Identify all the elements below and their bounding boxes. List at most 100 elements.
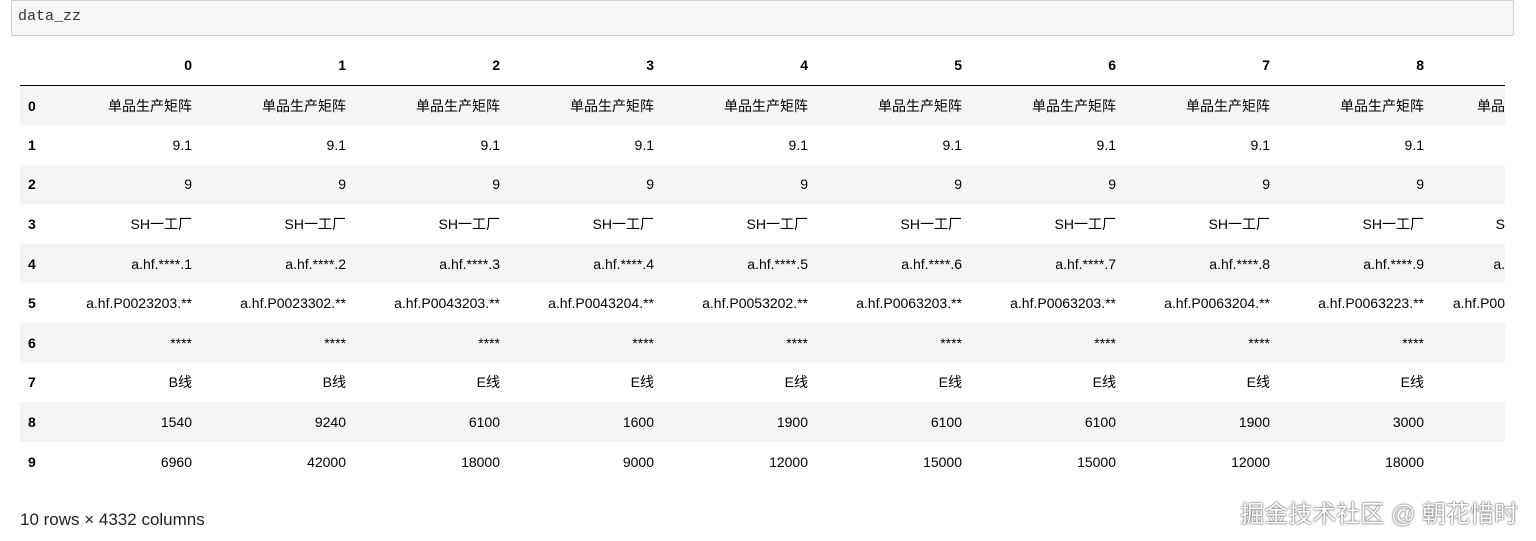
- table-cell: E线: [1400, 374, 1424, 391]
- table-cell: 9: [1108, 176, 1116, 193]
- table-cell: 9: [800, 176, 808, 193]
- table-cell: 9: [646, 176, 654, 193]
- row-index: 7: [28, 374, 36, 391]
- table-cell: B线: [168, 374, 192, 391]
- table-cell: SH一工厂: [900, 216, 962, 233]
- index-header: [20, 45, 44, 86]
- column-header: 5: [814, 45, 968, 86]
- table-cell: 18000: [461, 453, 500, 470]
- table-cell: a.hf.P00: [1452, 295, 1505, 312]
- table-cell: 单品生产矩阵: [570, 97, 654, 114]
- row-index: 9: [28, 453, 36, 470]
- table-cell: ****: [1402, 334, 1424, 351]
- table-cell: a.hf.P0063204.**: [1164, 295, 1270, 312]
- column-header: 1: [198, 45, 352, 86]
- row-index: 0: [28, 97, 36, 114]
- table-cell: 9: [184, 176, 192, 193]
- table-cell: a.hf.P0023203.**: [86, 295, 192, 312]
- table-row: 2 9 9 9 9 9 9 9 9 9: [20, 164, 1505, 205]
- table-cell: [1430, 125, 1505, 165]
- table-cell: 9.1: [172, 136, 192, 153]
- table-cell: 单品生产矩阵: [878, 97, 962, 114]
- table-cell: ****: [632, 334, 654, 351]
- table-cell: 9.1: [634, 136, 654, 153]
- table-cell: E线: [1092, 374, 1116, 391]
- table-cell: 单品生产矩阵: [724, 97, 808, 114]
- table-cell: ****: [324, 334, 346, 351]
- table-cell: a.hf.P0043203.**: [394, 295, 500, 312]
- table-cell: E线: [784, 374, 808, 391]
- table-cell: 6100: [468, 414, 500, 431]
- table-cell: a.hf.P0063203.**: [856, 295, 962, 312]
- table-cell: 9: [492, 176, 500, 193]
- table-row: 4 a.hf.****.1 a.hf.****.2 a.hf.****.3 a.hf.*…: [20, 243, 1505, 284]
- table-cell: SH一工厂: [284, 216, 346, 233]
- table-cell: a.hf.****.8: [1209, 255, 1270, 272]
- table-cell: a.hf.****.7: [1055, 255, 1116, 272]
- table-cell: 9.1: [1096, 136, 1116, 153]
- table-cell: SH一工厂: [592, 216, 654, 233]
- table-cell: SH一工厂: [1208, 216, 1270, 233]
- table-cell: 单品生产矩阵: [108, 97, 192, 114]
- column-header: [1430, 45, 1505, 86]
- table-cell: a.hf.****.2: [285, 255, 346, 272]
- table-cell: a.hf.P0043204.**: [548, 295, 654, 312]
- column-header: 6: [968, 45, 1122, 86]
- row-index: 4: [28, 255, 36, 272]
- table-cell: 1900: [1238, 414, 1270, 431]
- table-cell: 6100: [1084, 414, 1116, 431]
- table-cell: 1600: [622, 414, 654, 431]
- table-cell: 9: [954, 176, 962, 193]
- row-index: 1: [28, 136, 36, 153]
- table-cell: 9.1: [480, 136, 500, 153]
- table-cell: 12000: [1231, 453, 1270, 470]
- table-cell: ****: [170, 334, 192, 351]
- table-cell: 15000: [923, 453, 962, 470]
- table-cell: SH一工厂: [130, 216, 192, 233]
- table-cell: 单品生产矩阵: [1340, 97, 1424, 114]
- column-header: 7: [1122, 45, 1276, 86]
- watermark: 掘金技术社区 @ 朝花惜时: [1240, 501, 1518, 528]
- table-cell: 1540: [160, 414, 192, 431]
- table-cell: 9.1: [1404, 136, 1424, 153]
- table-cell: SH一工厂: [438, 216, 500, 233]
- table-row: 6 **** **** **** **** **** **** **** **** ****: [20, 323, 1505, 363]
- table-row: 5 a.hf.P0023203.** a.hf.P0023302.** a.hf.P0…: [20, 283, 1505, 323]
- table-cell: 单品生产矩阵: [1186, 97, 1270, 114]
- table-cell: ****: [1094, 334, 1116, 351]
- table-row: 8 1540 9240 6100 1600 1900 6100 6100 1900 3000: [20, 402, 1505, 442]
- table-cell: 18000: [1385, 453, 1424, 470]
- table-cell: E线: [1246, 374, 1270, 391]
- table-cell: SH一工厂: [1054, 216, 1116, 233]
- table-cell: ****: [940, 334, 962, 351]
- column-header: 3: [506, 45, 660, 86]
- table-cell: 9.1: [1250, 136, 1270, 153]
- table-cell: 单品: [1477, 97, 1505, 114]
- column-header: 4: [660, 45, 814, 86]
- row-index: 6: [28, 334, 36, 351]
- table-cell: 9.1: [942, 136, 962, 153]
- table-cell: 6960: [160, 453, 192, 470]
- table-cell: [1430, 323, 1505, 363]
- table-cell: ****: [1248, 334, 1270, 351]
- table-cell: 9: [1262, 176, 1270, 193]
- table-cell: a.hf.****.9: [1363, 255, 1424, 272]
- table-cell: 9: [1416, 176, 1424, 193]
- table-cell: a.hf.****.4: [593, 255, 654, 272]
- table-cell: E线: [476, 374, 500, 391]
- table-cell: [1430, 363, 1505, 403]
- table-cell: ****: [478, 334, 500, 351]
- table-cell: a.hf.****.6: [901, 255, 962, 272]
- input-cell[interactable]: data_zz: [11, 0, 1514, 36]
- row-index: 2: [28, 176, 36, 193]
- table-cell: 3000: [1392, 414, 1424, 431]
- table-cell: a.hf.P0063203.**: [1010, 295, 1116, 312]
- table-cell: SH一工厂: [1362, 216, 1424, 233]
- table-row: 3 SH一工厂 SH一工厂 SH一工厂 SH一工厂 SH一工厂 SH一工厂 SH一工厂 SH一工…: [20, 204, 1505, 244]
- table-cell: a.hf.P0063223.**: [1318, 295, 1424, 312]
- table-cell: 6100: [930, 414, 962, 431]
- table-cell: 9.1: [788, 136, 808, 153]
